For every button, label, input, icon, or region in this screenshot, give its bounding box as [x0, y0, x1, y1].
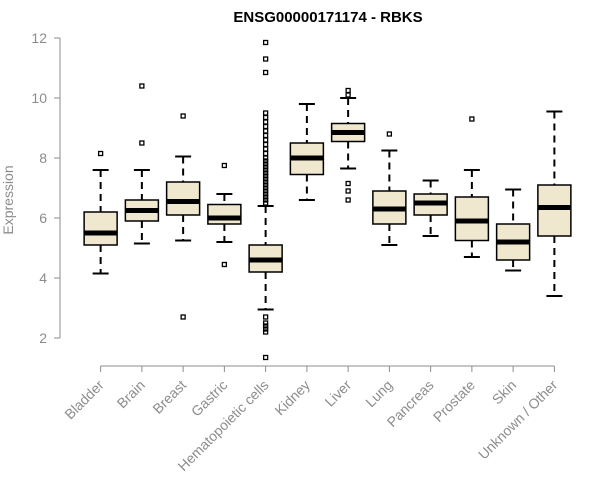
outlier-point	[262, 119, 269, 125]
outlier-point	[262, 56, 269, 62]
iqr-box	[207, 203, 242, 225]
y-axis-label: Expression	[0, 165, 16, 234]
outlier-point	[262, 323, 269, 329]
iqr-box	[537, 184, 572, 237]
outlier-point	[262, 155, 269, 161]
outlier-point	[262, 137, 269, 143]
outlier-point	[262, 194, 269, 200]
x-tick-label: Liver	[321, 377, 354, 410]
x-tick-label: Skin	[489, 377, 520, 408]
box-unknown-other	[537, 110, 572, 297]
box-skin	[495, 188, 531, 272]
y-tick-label: 10	[31, 90, 47, 106]
outlier-point	[262, 146, 269, 152]
box-pancreas	[413, 179, 448, 237]
y-tick-label: 12	[31, 30, 47, 46]
outlier-point	[469, 116, 475, 122]
outlier-point	[262, 132, 269, 139]
outlier-point	[262, 191, 269, 197]
outlier-point	[262, 173, 269, 179]
outlier-point	[221, 261, 228, 268]
outlier-point	[262, 314, 269, 320]
chart-title: ENSG00000171174 - RBKS	[233, 9, 422, 26]
outlier-point	[262, 158, 269, 164]
box-liver	[330, 87, 366, 203]
x-tick-label: Brain	[114, 377, 148, 411]
iqr-box	[83, 211, 118, 246]
y-axis: 2 4 6 8 10 12	[31, 30, 61, 346]
outlier-point	[262, 150, 269, 157]
outlier-point	[221, 162, 228, 169]
box-breast	[165, 113, 201, 320]
outlier-point	[180, 314, 186, 320]
outlier-point	[262, 141, 269, 148]
outlier-point	[345, 87, 351, 94]
outlier-point	[262, 161, 269, 167]
y-tick-label: 8	[39, 150, 47, 166]
y-tick-label: 6	[39, 210, 47, 226]
outlier-point	[262, 197, 269, 203]
box-prostate	[454, 116, 490, 258]
outlier-point	[386, 131, 393, 137]
box-series	[83, 39, 572, 361]
outlier-point	[262, 170, 269, 176]
outlier-point	[262, 320, 269, 326]
box-kidney	[289, 103, 325, 201]
outlier-point	[262, 185, 269, 191]
outlier-point	[262, 123, 269, 130]
outlier-point	[262, 326, 269, 332]
outlier-point	[345, 92, 351, 98]
x-tick-label: Lung	[362, 377, 395, 410]
outlier-point	[139, 83, 145, 89]
outlier-point	[262, 176, 269, 182]
y-tick-label: 2	[39, 330, 47, 346]
outlier-point	[97, 150, 104, 157]
outlier-point	[262, 128, 269, 134]
outlier-point	[262, 39, 269, 46]
box-lung	[372, 131, 407, 246]
x-tick-label: Prostate	[430, 377, 478, 425]
box-hematopoietic-cells	[248, 39, 283, 361]
outlier-point	[262, 110, 269, 116]
outlier-point	[262, 182, 269, 188]
box-gastric	[207, 162, 242, 268]
outlier-point	[262, 164, 269, 170]
x-tick-label: Kidney	[271, 377, 313, 419]
outlier-point	[345, 180, 351, 187]
box-brain	[124, 83, 160, 245]
y-tick-label: 4	[39, 270, 47, 286]
outlier-point	[262, 329, 269, 335]
outlier-point	[262, 114, 269, 121]
x-tick-label: Bladder	[61, 377, 107, 423]
outlier-point	[262, 200, 269, 206]
outlier-point	[180, 113, 186, 119]
outlier-point	[262, 188, 269, 194]
outlier-point	[139, 140, 145, 146]
x-tick-label: Breast	[149, 377, 189, 417]
outlier-point	[262, 179, 269, 185]
outlier-point	[262, 69, 269, 76]
outlier-point	[345, 188, 351, 194]
box-bladder	[83, 150, 118, 275]
iqr-box	[165, 181, 201, 216]
outlier-point	[345, 197, 351, 203]
outlier-point	[262, 354, 269, 361]
outlier-point	[262, 167, 269, 173]
